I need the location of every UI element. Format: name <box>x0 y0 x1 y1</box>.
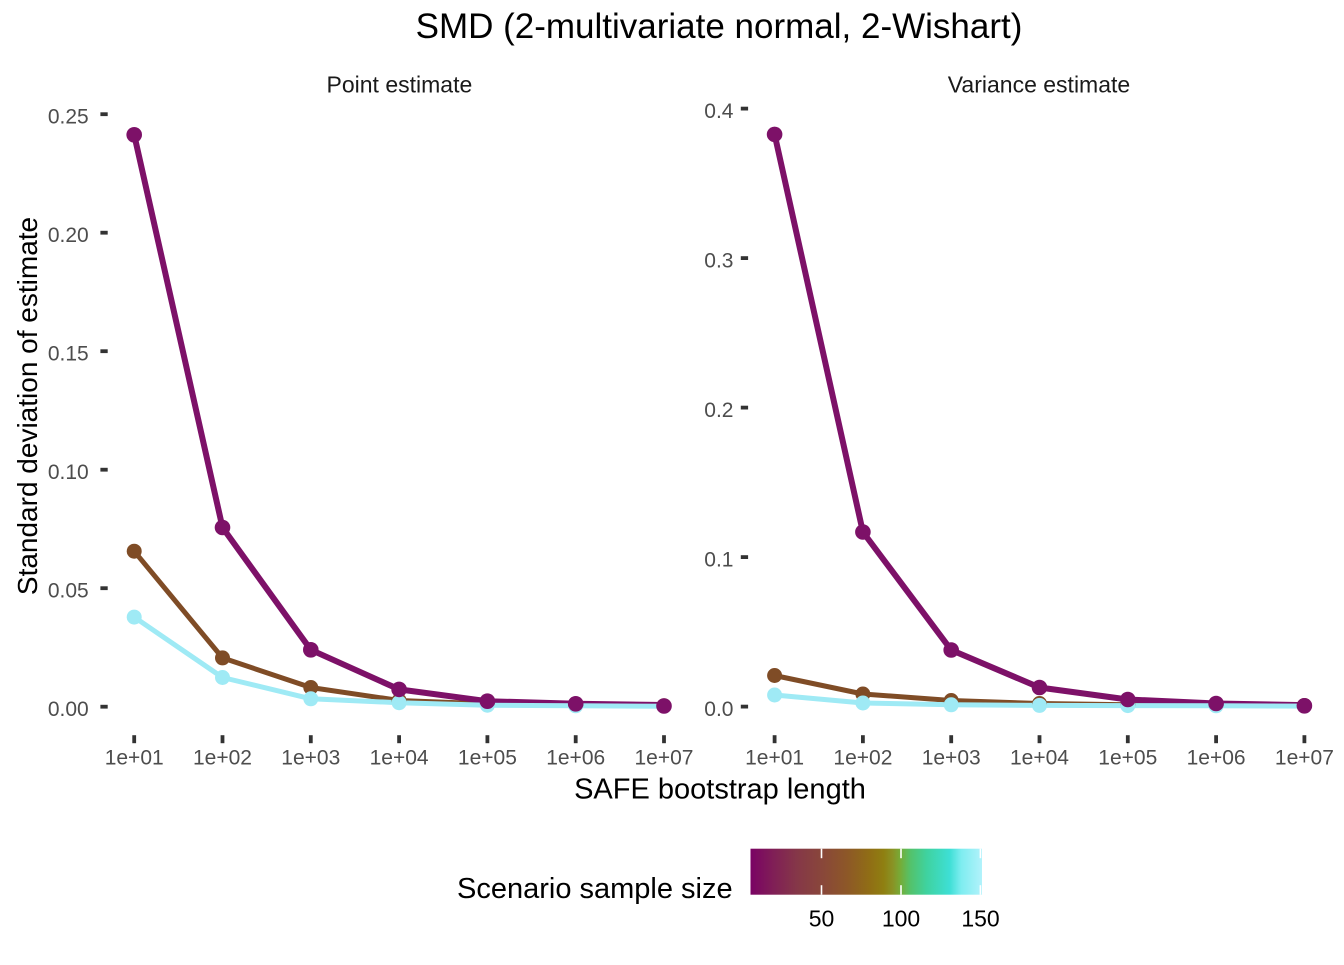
svg-text:1e+04: 1e+04 <box>1010 747 1069 770</box>
svg-text:100: 100 <box>882 906 920 932</box>
svg-text:1e+02: 1e+02 <box>833 747 892 770</box>
svg-text:0.10: 0.10 <box>48 461 89 484</box>
svg-text:SAFE bootstrap length: SAFE bootstrap length <box>574 774 866 806</box>
svg-text:0.3: 0.3 <box>704 250 733 273</box>
svg-text:1e+04: 1e+04 <box>370 747 429 770</box>
svg-text:Point estimate: Point estimate <box>327 72 473 98</box>
svg-text:0.4: 0.4 <box>704 100 734 123</box>
svg-text:1e+01: 1e+01 <box>745 747 804 770</box>
svg-text:Standard deviation of estimate: Standard deviation of estimate <box>12 217 43 595</box>
svg-text:0.2: 0.2 <box>704 399 733 422</box>
svg-text:SMD (2-multivariate normal, 2-: SMD (2-multivariate normal, 2-Wishart) <box>416 7 1023 46</box>
svg-text:1e+03: 1e+03 <box>922 747 981 770</box>
svg-text:1e+07: 1e+07 <box>635 747 694 770</box>
svg-text:0.0: 0.0 <box>704 698 733 721</box>
svg-text:Scenario sample size: Scenario sample size <box>457 873 733 905</box>
svg-text:0.00: 0.00 <box>48 698 89 721</box>
svg-text:1e+02: 1e+02 <box>193 747 252 770</box>
svg-text:50: 50 <box>809 906 835 932</box>
svg-text:150: 150 <box>961 906 999 932</box>
svg-text:0.25: 0.25 <box>48 106 89 129</box>
svg-text:1e+06: 1e+06 <box>546 747 605 770</box>
svg-text:0.1: 0.1 <box>704 549 733 572</box>
svg-text:0.15: 0.15 <box>48 343 89 366</box>
svg-text:1e+06: 1e+06 <box>1187 747 1246 770</box>
svg-text:1e+01: 1e+01 <box>105 747 164 770</box>
svg-text:0.05: 0.05 <box>48 580 89 603</box>
svg-text:Variance estimate: Variance estimate <box>948 72 1130 98</box>
svg-text:0.20: 0.20 <box>48 224 89 247</box>
svg-text:1e+03: 1e+03 <box>281 747 340 770</box>
svg-text:1e+05: 1e+05 <box>458 747 517 770</box>
svg-text:1e+07: 1e+07 <box>1275 747 1334 770</box>
svg-text:1e+05: 1e+05 <box>1098 747 1157 770</box>
